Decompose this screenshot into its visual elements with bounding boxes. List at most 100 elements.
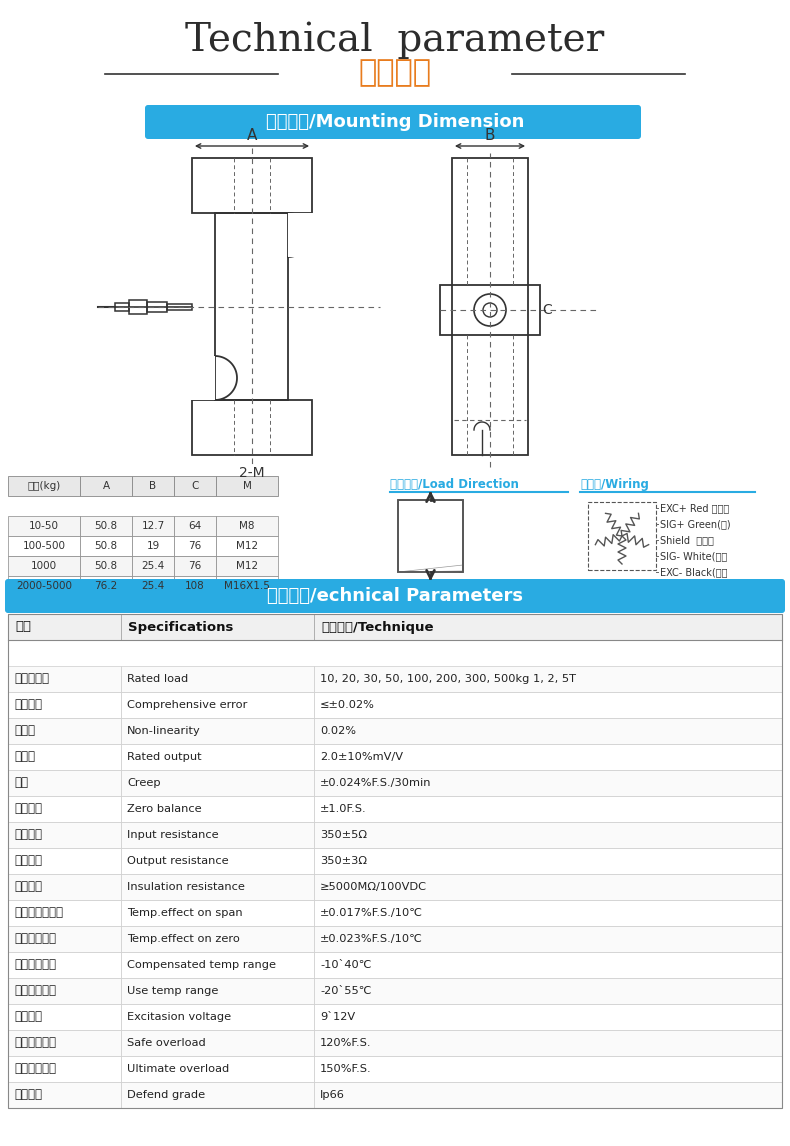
Text: 使用温度范围: 使用温度范围 (14, 984, 56, 997)
Bar (80, 576, 132, 596)
Bar (80, 476, 132, 496)
Text: Ip66: Ip66 (320, 1090, 345, 1100)
Bar (8, 900, 121, 926)
Text: M16X1.5: M16X1.5 (224, 581, 270, 591)
Bar (8, 614, 782, 1108)
Text: 50.8: 50.8 (95, 521, 118, 531)
Text: 25.4: 25.4 (141, 581, 164, 591)
Text: ±0.024%F.S./30min: ±0.024%F.S./30min (320, 778, 431, 788)
Bar (121, 666, 314, 692)
Text: 64: 64 (188, 521, 201, 531)
Bar (216, 516, 278, 536)
Text: Input resistance: Input resistance (127, 830, 219, 840)
Text: Excitasion voltage: Excitasion voltage (127, 1012, 231, 1022)
FancyBboxPatch shape (145, 105, 641, 139)
Bar (314, 874, 782, 900)
Text: 1000: 1000 (31, 562, 57, 571)
Bar (216, 536, 278, 556)
Bar (8, 516, 80, 536)
Bar (314, 822, 782, 848)
Bar (174, 536, 216, 556)
Bar (121, 926, 314, 952)
Bar (121, 1055, 314, 1082)
Text: 76.2: 76.2 (94, 581, 118, 591)
Bar (132, 476, 174, 496)
Text: 100-500: 100-500 (22, 541, 66, 551)
Text: 50.8: 50.8 (95, 541, 118, 551)
Text: Safe overload: Safe overload (127, 1038, 205, 1047)
Text: -20`55℃: -20`55℃ (320, 986, 371, 996)
Text: Compensated temp range: Compensated temp range (127, 960, 276, 970)
Text: 输入阻抗: 输入阻抗 (14, 829, 42, 841)
Text: 76: 76 (188, 562, 201, 571)
Text: 绶缘电阻: 绶缘电阻 (14, 880, 42, 894)
Bar (121, 614, 314, 639)
Text: Non-linearity: Non-linearity (127, 727, 201, 736)
Text: 76: 76 (188, 541, 201, 551)
Bar (314, 1004, 782, 1030)
Text: Specifications: Specifications (128, 620, 233, 634)
Text: C: C (542, 303, 551, 317)
Bar (8, 796, 121, 822)
Bar (174, 576, 216, 596)
Bar (314, 614, 782, 639)
Bar (121, 1030, 314, 1055)
Text: 极限过载范围: 极限过载范围 (14, 1062, 56, 1075)
Text: 非线性: 非线性 (14, 724, 35, 738)
Bar (314, 796, 782, 822)
Bar (80, 516, 132, 536)
Bar (121, 796, 314, 822)
Text: Ultimate overload: Ultimate overload (127, 1063, 229, 1074)
Text: Use temp range: Use temp range (127, 986, 218, 996)
Bar (8, 692, 121, 719)
Bar (314, 952, 782, 978)
Text: Technical  parameter: Technical parameter (186, 22, 604, 58)
Bar (121, 822, 314, 848)
Bar (314, 978, 782, 1004)
Bar (167, 304, 192, 309)
Bar (314, 848, 782, 874)
Bar (8, 744, 121, 770)
Bar (288, 213, 315, 257)
Bar (188, 356, 215, 400)
Bar (8, 874, 121, 900)
Text: 综合误差: 综合误差 (14, 699, 42, 712)
Text: 技术参数: 技术参数 (359, 58, 431, 87)
Bar (132, 536, 174, 556)
Text: 2-M: 2-M (239, 466, 265, 480)
Bar (8, 476, 80, 496)
Text: 防护等级: 防护等级 (14, 1089, 42, 1101)
Text: 108: 108 (185, 581, 205, 591)
Text: B: B (485, 128, 495, 143)
Text: ±0.017%F.S./10℃: ±0.017%F.S./10℃ (320, 908, 423, 918)
Text: 零点温度影响: 零点温度影响 (14, 933, 56, 945)
Bar (8, 1055, 121, 1082)
Text: C: C (191, 481, 199, 490)
Bar (121, 1082, 314, 1108)
Bar (121, 1004, 314, 1030)
Text: ±1.0F.S.: ±1.0F.S. (320, 804, 367, 814)
Text: 技术指标/Technique: 技术指标/Technique (321, 620, 434, 634)
Bar (121, 900, 314, 926)
Bar (452, 158, 528, 455)
Bar (314, 770, 782, 796)
Text: M: M (243, 481, 251, 490)
Bar (8, 666, 121, 692)
Text: 25.4: 25.4 (141, 562, 164, 571)
Bar (398, 500, 463, 572)
Bar (147, 301, 167, 312)
Text: 350±3Ω: 350±3Ω (320, 856, 367, 866)
Text: 蕺变: 蕺变 (14, 777, 28, 790)
Text: 9`12V: 9`12V (320, 1012, 356, 1022)
Bar (121, 770, 314, 796)
Text: 19: 19 (146, 541, 160, 551)
Bar (588, 502, 656, 570)
Bar (8, 770, 121, 796)
Bar (440, 285, 540, 335)
Bar (8, 614, 121, 639)
Text: 0.02%: 0.02% (320, 727, 356, 736)
Text: Defend grade: Defend grade (127, 1090, 205, 1100)
Text: Creep: Creep (127, 778, 160, 788)
Bar (132, 556, 174, 576)
Text: SIG+ Green(绿): SIG+ Green(绿) (660, 519, 731, 529)
